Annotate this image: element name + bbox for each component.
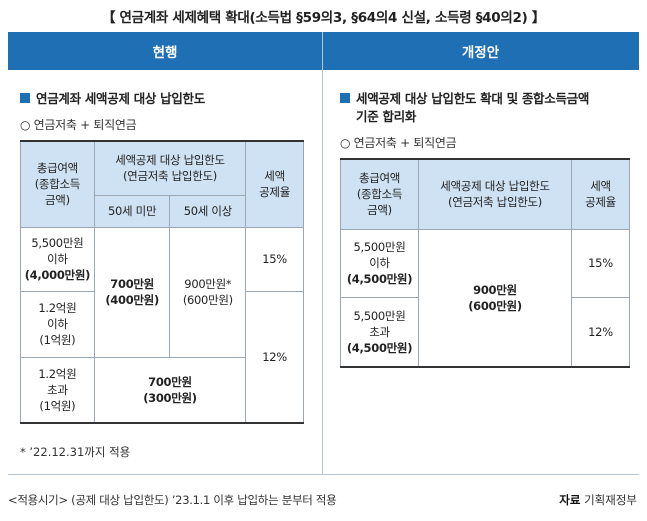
th-income-line: 금액): [367, 203, 392, 218]
th-over50: 50세 이상: [169, 194, 247, 228]
source-label: 자료: [559, 493, 581, 507]
header-revised: 개정안: [461, 45, 500, 61]
cell-income-r3: 1.2억원 초과 (1억원): [20, 356, 95, 424]
th-limit: 세액공제 대상 납입한도 (연금저축 납입한도): [93, 140, 247, 196]
th-income: 총급여액 (종합소득 금액): [340, 158, 419, 230]
cell-line: (600만원): [182, 293, 233, 307]
th-income-line: (종합소득: [34, 177, 81, 192]
cell-rate-r1: 15%: [571, 228, 630, 298]
cell-line: 5,500만원: [31, 236, 84, 250]
th-rate-line: 세액: [590, 179, 611, 194]
cell-income-r1: 5,500만원 이하 (4,500만원): [340, 228, 419, 298]
th-income-line: (종합소득: [356, 187, 403, 202]
left-table: 총급여액 (종합소득 금액) 세액공제 대상 납입한도 (연금저축 납입한도) …: [20, 140, 304, 424]
cell-income-r2: 5,500만원 초과 (4,500만원): [340, 296, 419, 368]
right-section-heading: 세액공제 대상 납입한도 확대 및 종합소득금액 기준 합리화: [340, 90, 630, 126]
th-rate: 세액 공제율: [571, 158, 630, 230]
cell-rate-r23: 12%: [245, 290, 304, 424]
footnote: * ’22.12.31까지 적용: [20, 445, 131, 459]
page-title: 【 연금계좌 세제혜택 확대(소득법 §59의3, §64의4 신설, 소득령 …: [101, 10, 546, 26]
left-section-heading: 연금계좌 세액공제 대상 납입한도: [20, 90, 205, 108]
column-divider: [322, 32, 323, 474]
cell-line: 900만원*: [184, 277, 232, 291]
th-income-line: 총급여액: [358, 171, 401, 186]
bottom-divider: [8, 474, 639, 475]
column-header-bar: 현행 개정안: [8, 32, 639, 70]
cell-line: 5,500만원: [353, 240, 406, 254]
cell-line: (400만원): [105, 293, 159, 307]
cell-line: (1억원): [39, 398, 76, 413]
th-limit-line: 세액공제 대상 납입한도: [115, 153, 225, 168]
th-under50: 50세 미만: [93, 194, 171, 228]
right-heading-text: 세액공제 대상 납입한도 확대 및 종합소득금액: [356, 91, 590, 106]
left-heading-text: 연금계좌 세액공제 대상 납입한도: [36, 91, 205, 106]
cell-line: 1.2억원: [38, 301, 77, 315]
header-current: 현행: [152, 45, 178, 61]
cell-line: 5,500만원: [353, 308, 406, 323]
th-limit-line: (연금저축 납입한도): [122, 169, 217, 184]
square-bullet-icon: [20, 93, 30, 103]
cell-limit-over50: 900만원* (600만원): [169, 226, 247, 358]
th-income: 총급여액 (종합소득 금액): [20, 140, 95, 228]
th-limit-line: (연금저축 납입한도): [448, 195, 542, 210]
cell-line: (4,500만원): [346, 272, 413, 286]
cell-line: 1.2억원: [38, 366, 77, 381]
cell-line: (4,000만원): [24, 268, 91, 282]
th-income-line: 총급여액: [36, 161, 78, 176]
cell-income-r2: 1.2억원 이하 (1억원): [20, 290, 95, 358]
th-limit: 세액공제 대상 납입한도 (연금저축 납입한도): [418, 158, 572, 230]
cell-line: (1억원): [39, 333, 76, 347]
square-bullet-icon: [340, 93, 350, 103]
cell-rate-r2: 12%: [571, 296, 630, 368]
right-subheading: ○ 연금저축 + 퇴직연금: [340, 136, 457, 150]
cell-line: 이하: [47, 252, 68, 266]
right-table: 총급여액 (종합소득 금액) 세액공제 대상 납입한도 (연금저축 납입한도) …: [340, 158, 630, 368]
cell-rate-r1: 15%: [245, 226, 304, 292]
cell-line: 이하: [369, 256, 390, 270]
cell-line: 이하: [47, 317, 68, 331]
th-rate: 세액 공제율: [245, 140, 304, 228]
cell-line: 700만원: [110, 277, 154, 291]
cell-line: 700만원: [148, 374, 192, 389]
th-income-line: 금액): [45, 193, 70, 208]
cell-line: (600만원): [468, 298, 522, 313]
source-credit: 자료 기획재정부: [559, 492, 637, 508]
th-rate-line: 공제율: [259, 185, 290, 200]
th-rate-line: 세액: [264, 169, 285, 184]
cell-line: (300만원): [143, 390, 197, 405]
cell-limit: 900만원 (600만원): [418, 228, 572, 368]
cell-line: 초과: [369, 324, 390, 339]
left-subheading: ○ 연금저축 + 퇴직연금: [20, 118, 137, 132]
source-name: 기획재정부: [584, 493, 637, 507]
cell-limit-r3: 700만원 (300만원): [93, 356, 247, 424]
right-heading-text: 기준 합리화: [356, 109, 417, 124]
cell-line: 900만원: [473, 282, 517, 297]
cell-line: 초과: [47, 382, 68, 397]
effective-date-note: <적용시기> (공제 대상 납입한도) ’23.1.1 이후 납입하는 분부터 …: [8, 493, 337, 507]
cell-income-r1: 5,500만원 이하 (4,000만원): [20, 226, 95, 292]
cell-line: (4,500만원): [346, 340, 413, 355]
th-rate-line: 공제율: [585, 195, 616, 210]
th-limit-line: 세액공제 대상 납입한도: [440, 179, 550, 194]
cell-limit-under50: 700만원 (400만원): [93, 226, 171, 358]
